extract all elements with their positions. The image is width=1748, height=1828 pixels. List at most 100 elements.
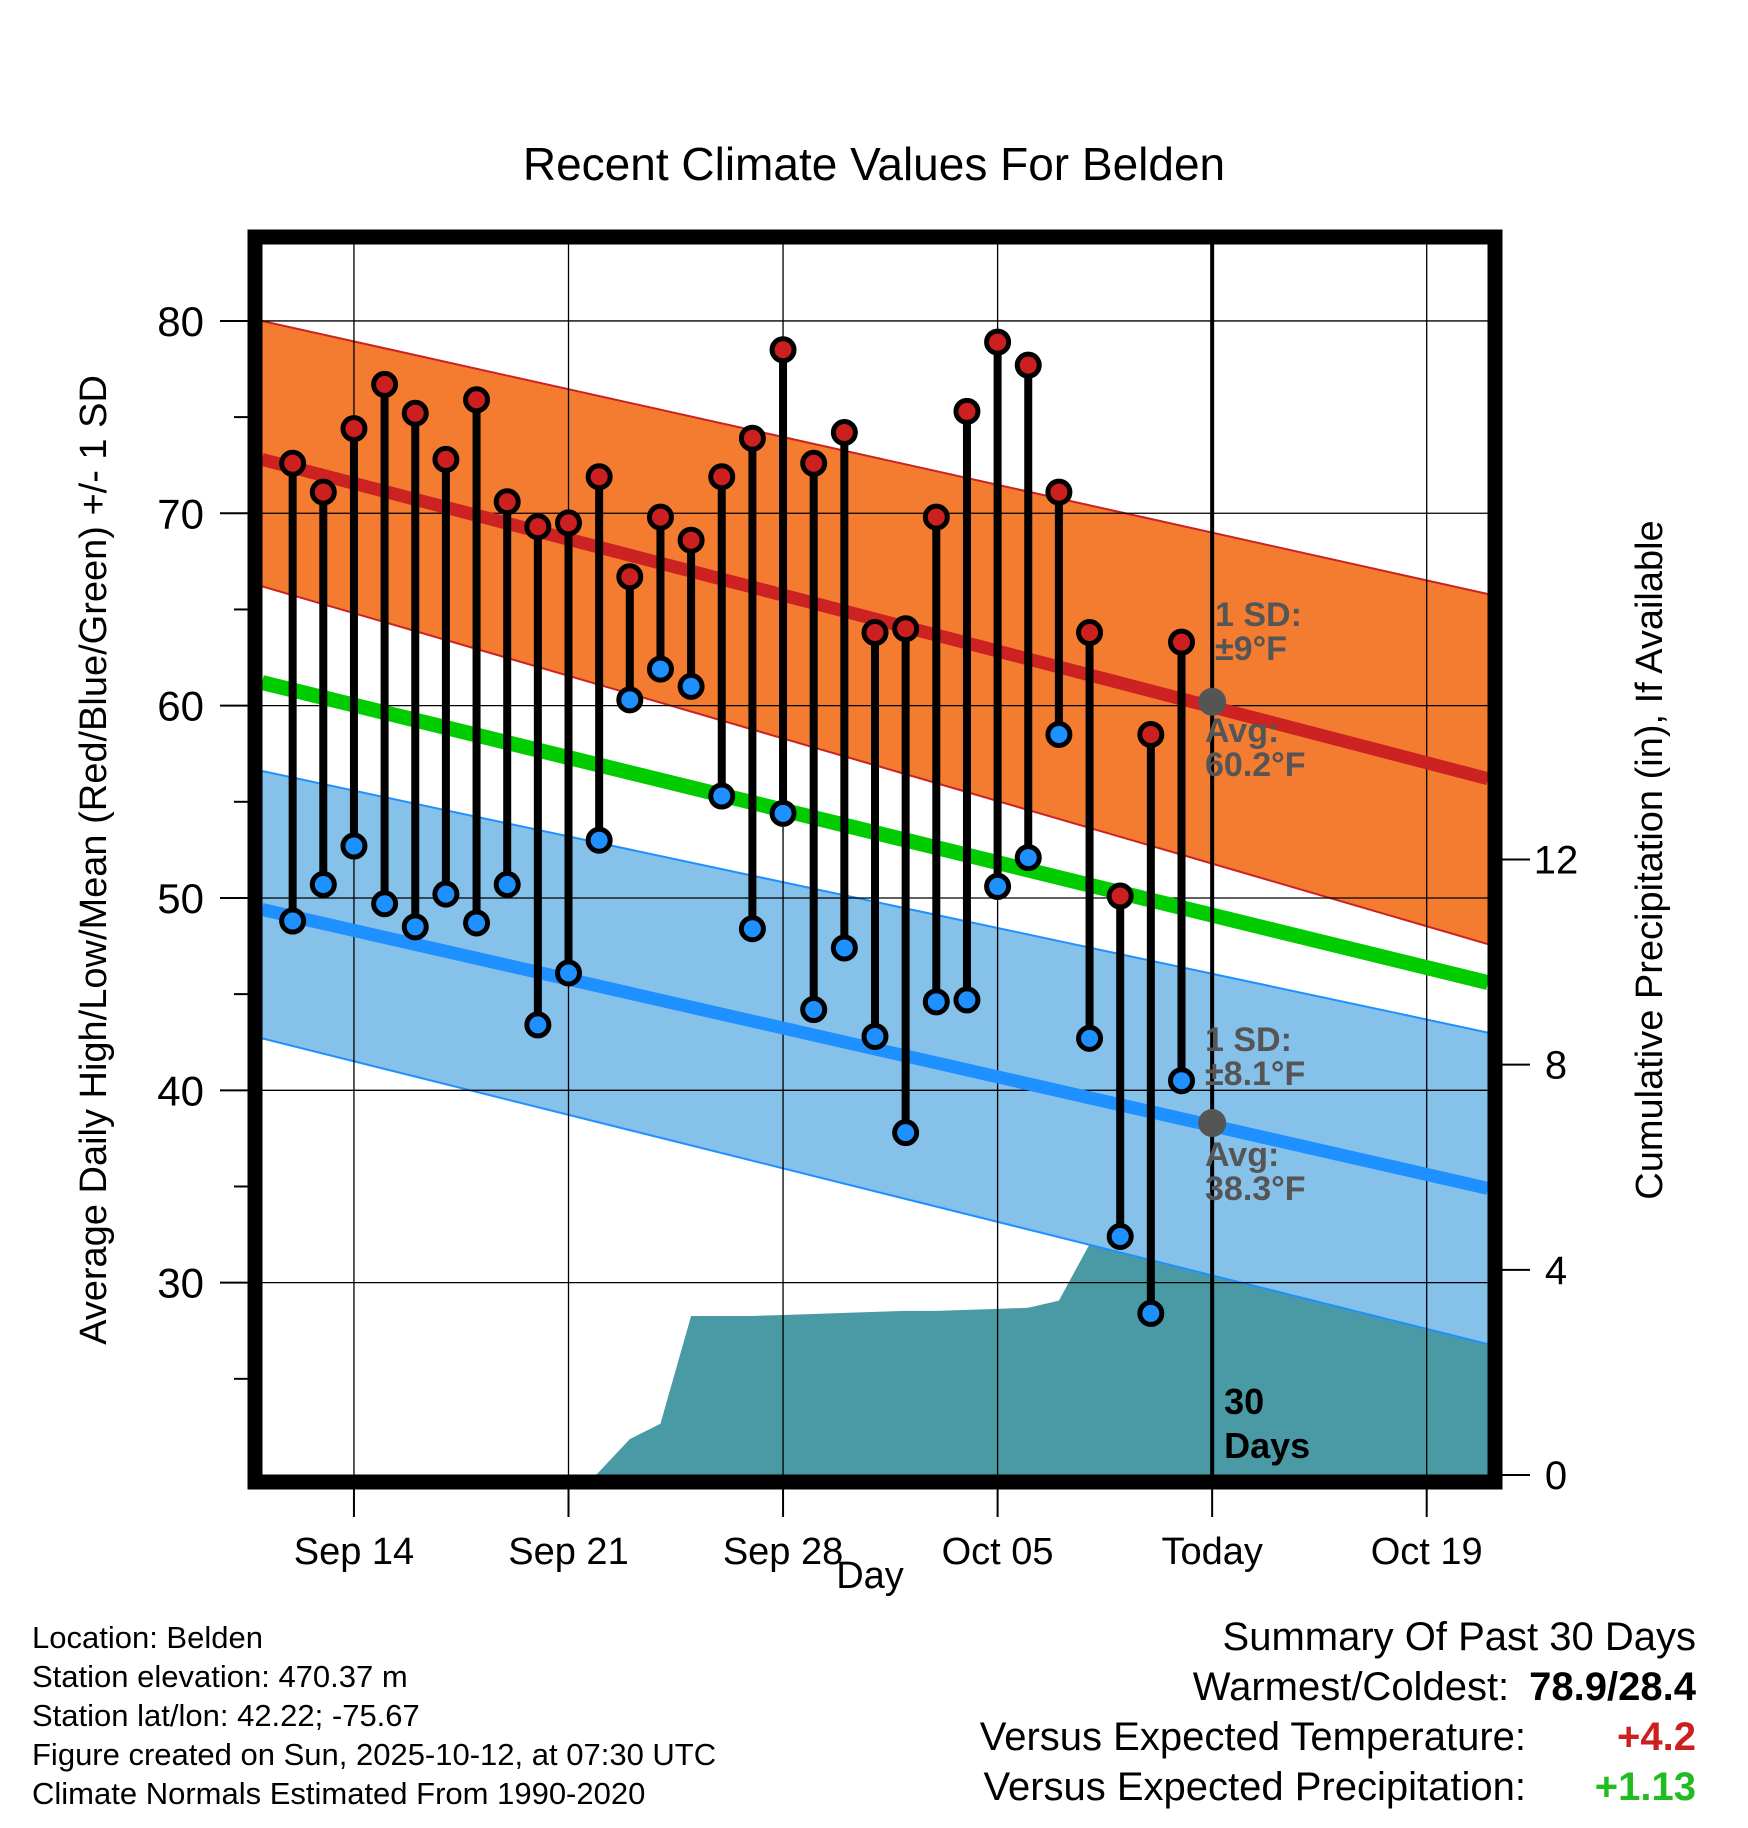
low-point	[1137, 1299, 1165, 1327]
x-tick-label: Sep 21	[508, 1531, 628, 1573]
temp-label: Versus Expected Temperature:	[979, 1715, 1526, 1759]
low-point	[371, 890, 399, 918]
warmest-label: Warmest/Coldest:	[1192, 1665, 1510, 1709]
high-point	[708, 463, 736, 491]
summary-warmest-row: Warmest/Coldest: 78.9/28.4	[980, 1662, 1696, 1712]
precip-value: +1.13	[1594, 1765, 1696, 1809]
x-tick-label: Oct 19	[1371, 1531, 1483, 1573]
low-point	[432, 880, 460, 908]
low-point	[861, 1022, 889, 1050]
low-point	[1168, 1067, 1195, 1095]
low-point	[677, 672, 705, 700]
today-window-label: Days	[1224, 1425, 1310, 1466]
high-point	[493, 488, 521, 516]
low-point	[585, 826, 613, 854]
x-tick-label: Sep 28	[723, 1531, 843, 1573]
low-point	[1106, 1222, 1134, 1250]
y-tick-label: 80	[157, 298, 204, 345]
high-point	[555, 509, 582, 537]
annotation-value: 60.2°F	[1205, 746, 1306, 784]
low-point	[1045, 720, 1073, 748]
station-info: Location: Belden Station elevation: 470.…	[32, 1618, 716, 1813]
location-text: Location: Belden	[32, 1620, 263, 1655]
low-point	[524, 1011, 552, 1039]
high-point	[646, 503, 674, 531]
high-point	[524, 513, 552, 541]
low-point	[953, 986, 981, 1014]
low-point	[493, 871, 521, 899]
today-window-label: 30	[1224, 1381, 1264, 1422]
y2-tick-label: 12	[1534, 839, 1579, 883]
high-point	[677, 526, 705, 554]
high-point	[861, 619, 889, 647]
low-point	[646, 655, 674, 683]
high-point	[1076, 619, 1104, 647]
high-point	[463, 386, 491, 414]
low-point	[830, 934, 858, 962]
temp-value: +4.2	[1617, 1715, 1696, 1759]
high-point	[371, 370, 399, 398]
annotation-value: ±8.1°F	[1205, 1055, 1305, 1093]
low-point	[738, 915, 766, 943]
low-point	[800, 996, 828, 1024]
annotation-label: 1 SD:	[1205, 1021, 1292, 1059]
high-point	[309, 478, 337, 506]
y-tick-label: 30	[157, 1260, 204, 1307]
summary-precip-row: Versus Expected Precipitation: +1.13	[980, 1762, 1696, 1812]
low-point	[922, 988, 950, 1016]
low-point	[616, 686, 644, 714]
high-point	[1168, 628, 1195, 656]
annotation-value: ±9°F	[1215, 630, 1287, 668]
high-point	[1137, 720, 1165, 748]
high-point	[738, 424, 766, 452]
low-point	[984, 872, 1012, 900]
latlon-text: Station lat/lon: 42.22; -75.67	[32, 1698, 420, 1733]
low-point	[1014, 844, 1042, 872]
y2-tick-label: 0	[1545, 1454, 1567, 1498]
annotation-label: 1 SD:	[1215, 596, 1302, 634]
created-text: Figure created on Sun, 2025-10-12, at 07…	[32, 1737, 717, 1772]
precip-label: Versus Expected Precipitation:	[983, 1765, 1526, 1809]
high-point	[953, 397, 981, 425]
y-tick-label: 40	[157, 1067, 204, 1114]
low-point	[555, 959, 582, 987]
high-sd-upper-edge	[262, 319, 1488, 596]
avg-marker	[1198, 1109, 1227, 1138]
annotation-value: 38.3°F	[1205, 1170, 1306, 1208]
chart-title: Recent Climate Values For Belden	[523, 138, 1225, 190]
low-point	[401, 913, 429, 941]
y-tick-label: 70	[157, 490, 204, 537]
y-tick-label: 60	[157, 683, 204, 730]
summary-temp-row: Versus Expected Temperature: +4.2	[980, 1712, 1696, 1762]
low-point	[279, 907, 307, 935]
high-point	[401, 399, 429, 427]
high-point	[1045, 478, 1073, 506]
high-point	[922, 503, 950, 531]
high-point	[616, 563, 644, 591]
y-tick-label: 50	[157, 875, 204, 922]
high-point	[984, 328, 1012, 356]
high-point	[432, 445, 460, 473]
y2-axis-label: Cumulative Precipitation (in), If Availa…	[1629, 520, 1671, 1199]
climate-chart: Recent Climate Values For Belden Average…	[73, 138, 1671, 1597]
high-point	[585, 463, 613, 491]
high-point	[340, 415, 368, 443]
high-point	[830, 418, 858, 446]
low-point	[309, 871, 337, 899]
high-point	[800, 449, 828, 477]
low-sd-lower-edge	[262, 1037, 1488, 1346]
summary-panel: Summary Of Past 30 Days Warmest/Coldest:…	[980, 1612, 1696, 1812]
low-point	[340, 832, 368, 860]
avg-marker	[1198, 687, 1227, 716]
y-axis-label: Average Daily High/Low/Mean (Red/Blue/Gr…	[73, 375, 115, 1345]
annotation-label: Avg:	[1205, 712, 1279, 750]
low-point	[769, 799, 797, 827]
low-point	[892, 1119, 920, 1147]
x-tick-label: Oct 05	[942, 1531, 1054, 1573]
high-point	[279, 449, 307, 477]
high-point	[1106, 882, 1134, 910]
low-point	[708, 782, 736, 810]
warmest-value: 78.9/28.4	[1529, 1665, 1696, 1709]
